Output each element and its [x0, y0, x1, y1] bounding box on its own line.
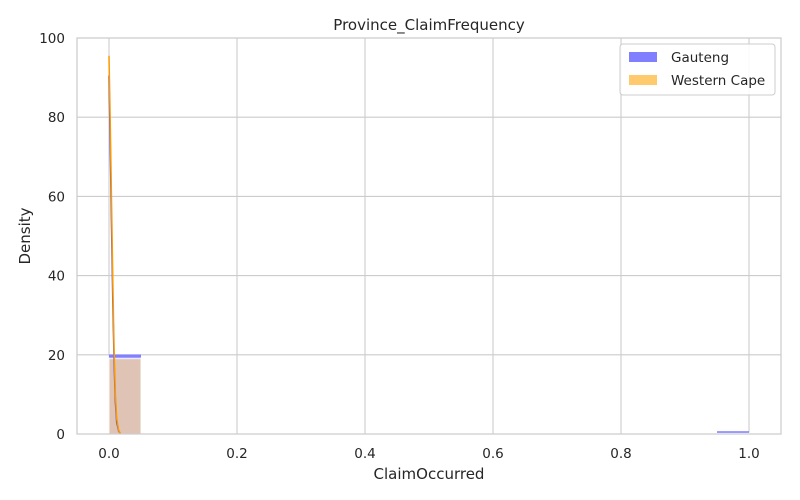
legend-box	[619, 43, 776, 96]
y-tick-label: 100	[39, 31, 65, 47]
kde-lines	[108, 55, 122, 435]
x-axis-ticks: 0.0 0.2 0.4 0.6 0.8 1.0	[98, 446, 759, 462]
y-axis-label: Density	[16, 207, 34, 264]
x-tick-label: 0.6	[482, 446, 503, 462]
x-axis-label: ClaimOccurred	[374, 465, 485, 483]
y-tick-label: 80	[48, 110, 65, 126]
y-tick-label: 0	[56, 427, 65, 443]
x-tick-label: 0.0	[98, 446, 119, 462]
y-axis-ticks: 0 20 40 60 80 100	[39, 31, 65, 443]
legend-label-western-cape: Western Cape	[671, 73, 765, 89]
x-tick-label: 1.0	[738, 446, 759, 462]
chart-title: Province_ClaimFrequency	[333, 16, 525, 35]
y-tick-label: 20	[48, 348, 65, 364]
kde-line-western-cape	[108, 55, 122, 435]
y-tick-label: 40	[48, 269, 65, 285]
legend-label-gauteng: Gauteng	[671, 50, 729, 66]
plot-frame	[76, 37, 782, 435]
x-tick-label: 0.8	[610, 446, 631, 462]
y-tick-label: 60	[48, 189, 65, 205]
legend-swatch-gauteng	[629, 52, 657, 62]
x-tick-label: 0.4	[354, 446, 375, 462]
legend: Gauteng Western Cape	[619, 43, 776, 96]
legend-swatch-western-cape	[629, 75, 657, 85]
x-tick-label: 0.2	[226, 446, 247, 462]
plot-area	[77, 38, 781, 434]
